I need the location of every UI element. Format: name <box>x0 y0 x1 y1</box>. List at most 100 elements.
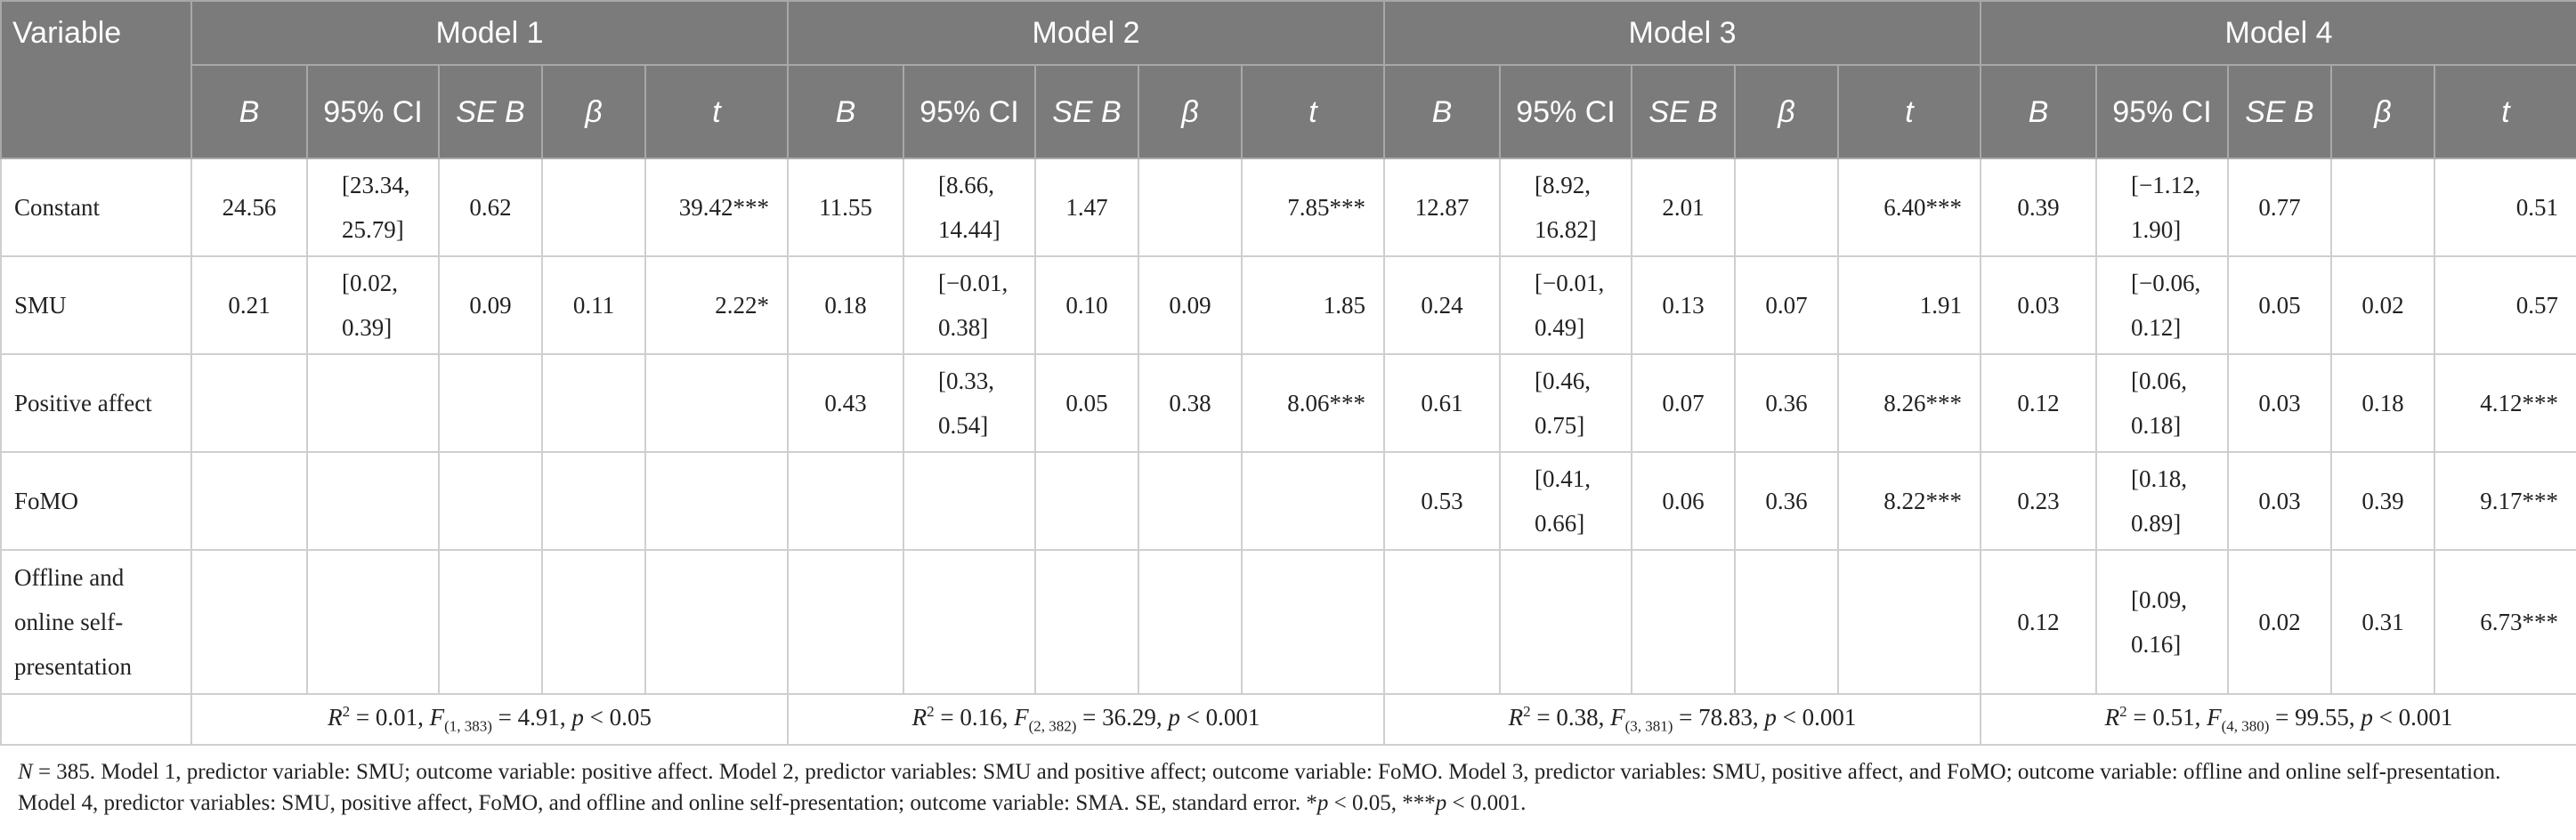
cell: [0.02, 0.39] <box>306 255 440 355</box>
cell <box>1241 451 1385 551</box>
cell <box>1241 549 1385 695</box>
cell <box>1383 549 1501 695</box>
cell <box>1138 158 1243 257</box>
cell: 2.22* <box>644 255 789 355</box>
cell: 0.03 <box>2227 451 2332 551</box>
cell <box>438 353 543 453</box>
table-note: N = 385. Model 1, predictor variable: SM… <box>0 746 2576 819</box>
cell: 11.55 <box>787 158 904 257</box>
cell: 8.22*** <box>1837 451 1981 551</box>
cell: [0.06, 0.18] <box>2095 353 2229 453</box>
text-segment: (1, 383) <box>444 717 492 735</box>
cell: [8.92, 16.82] <box>1499 158 1632 257</box>
cell: 9.17*** <box>2434 451 2576 551</box>
cell: 0.07 <box>1734 255 1839 355</box>
cell <box>190 549 308 695</box>
text-segment: 2 <box>2119 703 2127 721</box>
cell <box>1499 549 1632 695</box>
data-row: Positive affect 0.43 [0.33, 0.54] 0.05 0.38 8… <box>0 353 2576 453</box>
cell: [−0.01, 0.38] <box>903 255 1036 355</box>
cell <box>1837 549 1981 695</box>
model-header: Model 3 <box>1383 0 1981 66</box>
cell: 0.53 <box>1383 451 1501 551</box>
cell: 0.24 <box>1383 255 1501 355</box>
cell: 24.56 <box>190 158 308 257</box>
cell: 0.77 <box>2227 158 2332 257</box>
cell: 4.12*** <box>2434 353 2576 453</box>
cell <box>190 451 308 551</box>
cell <box>787 451 904 551</box>
cell: 7.85*** <box>1241 158 1385 257</box>
column-header: β <box>1138 64 1243 159</box>
cell: 0.13 <box>1631 255 1736 355</box>
cell: 0.23 <box>1980 451 2097 551</box>
text-segment: 95% CI <box>919 94 1019 129</box>
cell <box>190 353 308 453</box>
cell <box>541 549 646 695</box>
model-summary: R2 = 0.51, F(4, 380) = 99.55, p < 0.001 <box>1980 693 2576 746</box>
text-segment: R <box>1508 704 1524 731</box>
column-header: B <box>1980 64 2097 159</box>
text-segment: B <box>2028 94 2049 129</box>
text-segment: SE B <box>1052 94 1122 129</box>
cell: 0.51 <box>2434 158 2576 257</box>
column-header: SE B <box>438 64 543 159</box>
cell: 0.21 <box>190 255 308 355</box>
column-header: t <box>644 64 789 159</box>
model-header: Model 2 <box>787 0 1385 66</box>
cell <box>541 451 646 551</box>
header-row: Variable Model 1 Model 2 Model 3 Model 4 <box>0 0 2576 159</box>
text-segment: B <box>239 94 260 129</box>
cell <box>306 451 440 551</box>
data-row: SMU 0.21 [0.02, 0.39] 0.09 0.11 2.22* 0.18 [−0.… <box>0 255 2576 355</box>
model-summary: R2 = 0.01, F(1, 383) = 4.91, p < 0.05 <box>190 693 789 746</box>
column-header: β <box>541 64 646 159</box>
cell: 0.07 <box>1631 353 1736 453</box>
table-body: Constant 24.56 [23.34, 25.79] 0.62 39.42*** 1… <box>0 158 2576 746</box>
cell: 0.36 <box>1734 353 1839 453</box>
text-segment: R <box>911 704 928 731</box>
text-segment: t <box>2501 94 2510 129</box>
row-label: Constant <box>0 158 192 257</box>
cell <box>1138 451 1243 551</box>
text-segment: F <box>1610 704 1625 731</box>
cell: 1.85 <box>1241 255 1385 355</box>
cell: 8.26*** <box>1837 353 1981 453</box>
text-segment: = 385. Model 1, predictor variable: SMU;… <box>18 760 2501 815</box>
cell <box>644 353 789 453</box>
cell: [−1.12, 1.90] <box>2095 158 2229 257</box>
text-segment: t <box>1905 94 1914 129</box>
text-segment: 95% CI <box>2112 94 2212 129</box>
text-segment: p <box>1764 704 1777 731</box>
model-summary: R2 = 0.16, F(2, 382) = 36.29, p < 0.001 <box>787 693 1385 746</box>
cell: [−0.01, 0.49] <box>1499 255 1632 355</box>
text-segment: = 0.01, <box>350 704 430 731</box>
cell <box>306 549 440 695</box>
column-header: β <box>2330 64 2435 159</box>
subheader-row: B 95% CI SE B β t B 95% CI SE B β t B 95% CI SE B β t B… <box>1 64 2576 159</box>
cell: 6.40*** <box>1837 158 1981 257</box>
text-segment: R <box>328 704 343 731</box>
text-segment: t <box>1308 94 1317 129</box>
text-segment: B <box>1431 94 1453 129</box>
cell: 0.09 <box>438 255 543 355</box>
cell: 0.02 <box>2227 549 2332 695</box>
summary-row: R2 = 0.01, F(1, 383) = 4.91, p < 0.05 R2 … <box>0 693 2576 746</box>
cell <box>787 549 904 695</box>
cell: [23.34, 25.79] <box>306 158 440 257</box>
text-segment: β <box>2374 94 2392 129</box>
cell <box>306 353 440 453</box>
cell: 6.73*** <box>2434 549 2576 695</box>
text-segment: β <box>1778 94 1795 129</box>
data-row: FoMO 0.53 [0.41, 0.66] 0.06 0.36 8.22*** 0.23[… <box>0 451 2576 551</box>
column-header: β <box>1734 64 1839 159</box>
text-segment: F <box>1014 704 1029 731</box>
text-segment: F <box>2207 704 2222 731</box>
cell: 0.38 <box>1138 353 1243 453</box>
text-segment: < 0.001 <box>1776 704 1857 731</box>
text-segment: < 0.05, *** <box>1328 791 1436 815</box>
cell <box>903 451 1036 551</box>
text-segment: 2 <box>1523 703 1531 721</box>
text-segment: (4, 380) <box>2221 717 2270 735</box>
text-segment: = 0.16, <box>934 704 1015 731</box>
